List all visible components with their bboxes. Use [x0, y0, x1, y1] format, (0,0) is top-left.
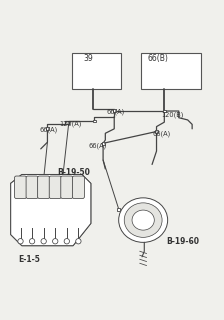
Text: 66(A): 66(A) — [152, 130, 170, 137]
Bar — [155, 130, 158, 133]
Circle shape — [41, 239, 46, 244]
Bar — [163, 109, 166, 112]
Text: 120(B): 120(B) — [161, 111, 183, 118]
FancyBboxPatch shape — [72, 53, 121, 89]
Text: 66(A): 66(A) — [106, 109, 125, 116]
Bar — [117, 208, 120, 211]
Text: 120(A): 120(A) — [60, 120, 82, 126]
Circle shape — [29, 239, 35, 244]
Circle shape — [64, 239, 69, 244]
Bar — [102, 142, 105, 145]
FancyBboxPatch shape — [26, 176, 38, 198]
FancyBboxPatch shape — [49, 176, 61, 198]
Bar — [113, 109, 116, 112]
Text: 66(B): 66(B) — [148, 54, 168, 63]
Text: 66(A): 66(A) — [40, 127, 58, 133]
Text: B-19-50: B-19-50 — [58, 168, 90, 177]
FancyBboxPatch shape — [61, 176, 73, 198]
Ellipse shape — [132, 210, 154, 230]
Polygon shape — [11, 174, 91, 246]
Circle shape — [18, 239, 23, 244]
FancyBboxPatch shape — [15, 176, 26, 198]
Ellipse shape — [124, 203, 162, 237]
Bar — [46, 127, 49, 130]
Text: 39: 39 — [83, 54, 93, 63]
Ellipse shape — [119, 198, 168, 242]
FancyBboxPatch shape — [38, 176, 50, 198]
FancyBboxPatch shape — [72, 176, 84, 198]
Text: 66(A): 66(A) — [89, 142, 107, 149]
Text: B-19-60: B-19-60 — [167, 237, 200, 246]
Circle shape — [76, 239, 81, 244]
FancyBboxPatch shape — [141, 53, 201, 89]
Bar — [93, 120, 96, 123]
Text: E-1-5: E-1-5 — [19, 255, 41, 264]
Circle shape — [53, 239, 58, 244]
